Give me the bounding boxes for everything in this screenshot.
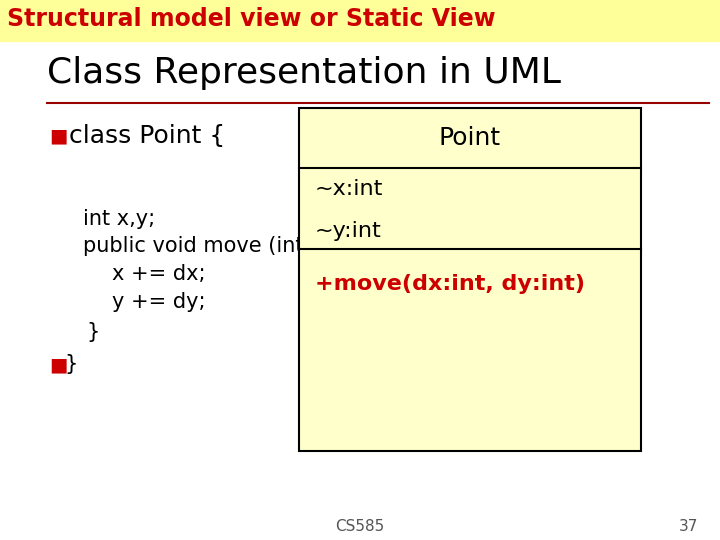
Text: ~y:int: ~y:int <box>315 221 382 241</box>
Text: ~x:int: ~x:int <box>315 179 383 199</box>
Text: y += dy;: y += dy; <box>112 292 205 313</box>
Text: x += dx;: x += dx; <box>112 264 205 285</box>
Text: Point: Point <box>438 126 501 150</box>
Text: Structural model view or Static View: Structural model view or Static View <box>7 7 496 31</box>
Bar <box>0 0 720 40</box>
Text: }: } <box>65 354 78 375</box>
FancyBboxPatch shape <box>299 108 641 451</box>
Text: public void move (int dx, int dy) {: public void move (int dx, int dy) { <box>83 235 436 256</box>
Text: int x,y;: int x,y; <box>83 208 155 229</box>
Text: class Point {: class Point { <box>69 124 225 148</box>
Text: Class Representation in UML: Class Representation in UML <box>47 56 561 90</box>
Text: ■: ■ <box>49 126 68 146</box>
Text: ■: ■ <box>49 355 68 374</box>
Text: }: } <box>86 322 99 342</box>
Text: +move(dx:int, dy:int): +move(dx:int, dy:int) <box>315 274 585 294</box>
Text: 37: 37 <box>679 519 698 534</box>
Text: CS585: CS585 <box>336 519 384 534</box>
